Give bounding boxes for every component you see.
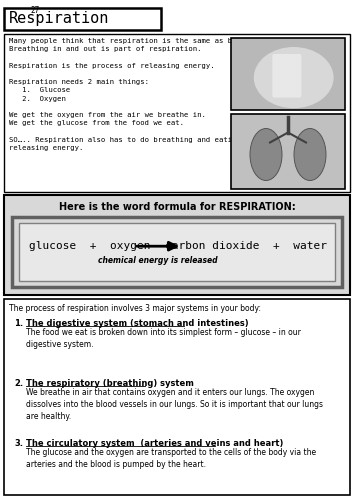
Text: The circulatory system  (arteries and veins and heart): The circulatory system (arteries and vei… [26,439,283,448]
Text: The process of respiration involves 3 major systems in your body:: The process of respiration involves 3 ma… [9,304,261,313]
Text: The respiratory (breathing) system: The respiratory (breathing) system [26,379,194,388]
Ellipse shape [254,47,333,108]
Text: 27: 27 [30,6,39,15]
Bar [4,195,350,295]
Bar [12,217,342,287]
Text: 3.: 3. [14,439,23,448]
FancyBboxPatch shape [272,54,301,98]
Bar [231,38,345,110]
Text: carbon dioxide  +  water: carbon dioxide + water [165,241,327,251]
Bar [4,34,350,192]
Text: chemical energy is released: chemical energy is released [98,256,218,265]
Bar [4,299,350,495]
Text: The digestive system (stomach and intestines): The digestive system (stomach and intest… [26,319,249,328]
Text: The glucose and the oxygen are transported to the cells of the body via the
arte: The glucose and the oxygen are transport… [26,448,316,469]
Text: 1.: 1. [14,319,23,328]
Text: We breathe in air that contains oxygen and it enters our lungs. The oxygen
disso: We breathe in air that contains oxygen a… [26,388,323,420]
Text: Respiration: Respiration [9,12,109,26]
Ellipse shape [294,128,326,180]
Text: 2.: 2. [14,379,23,388]
Text: The food we eat is broken down into its simplest form – glucose – in our
digesti: The food we eat is broken down into its … [26,328,301,349]
Ellipse shape [250,128,282,180]
Bar [4,8,161,30]
Bar [231,114,345,189]
Bar [19,223,335,281]
Text: Here is the word formula for RESPIRATION:: Here is the word formula for RESPIRATION… [59,202,295,212]
Text: glucose  +  oxygen: glucose + oxygen [29,241,150,251]
Text: Many people think that respiration is the same as breathing.
Breathing in and ou: Many people think that respiration is th… [9,38,272,151]
